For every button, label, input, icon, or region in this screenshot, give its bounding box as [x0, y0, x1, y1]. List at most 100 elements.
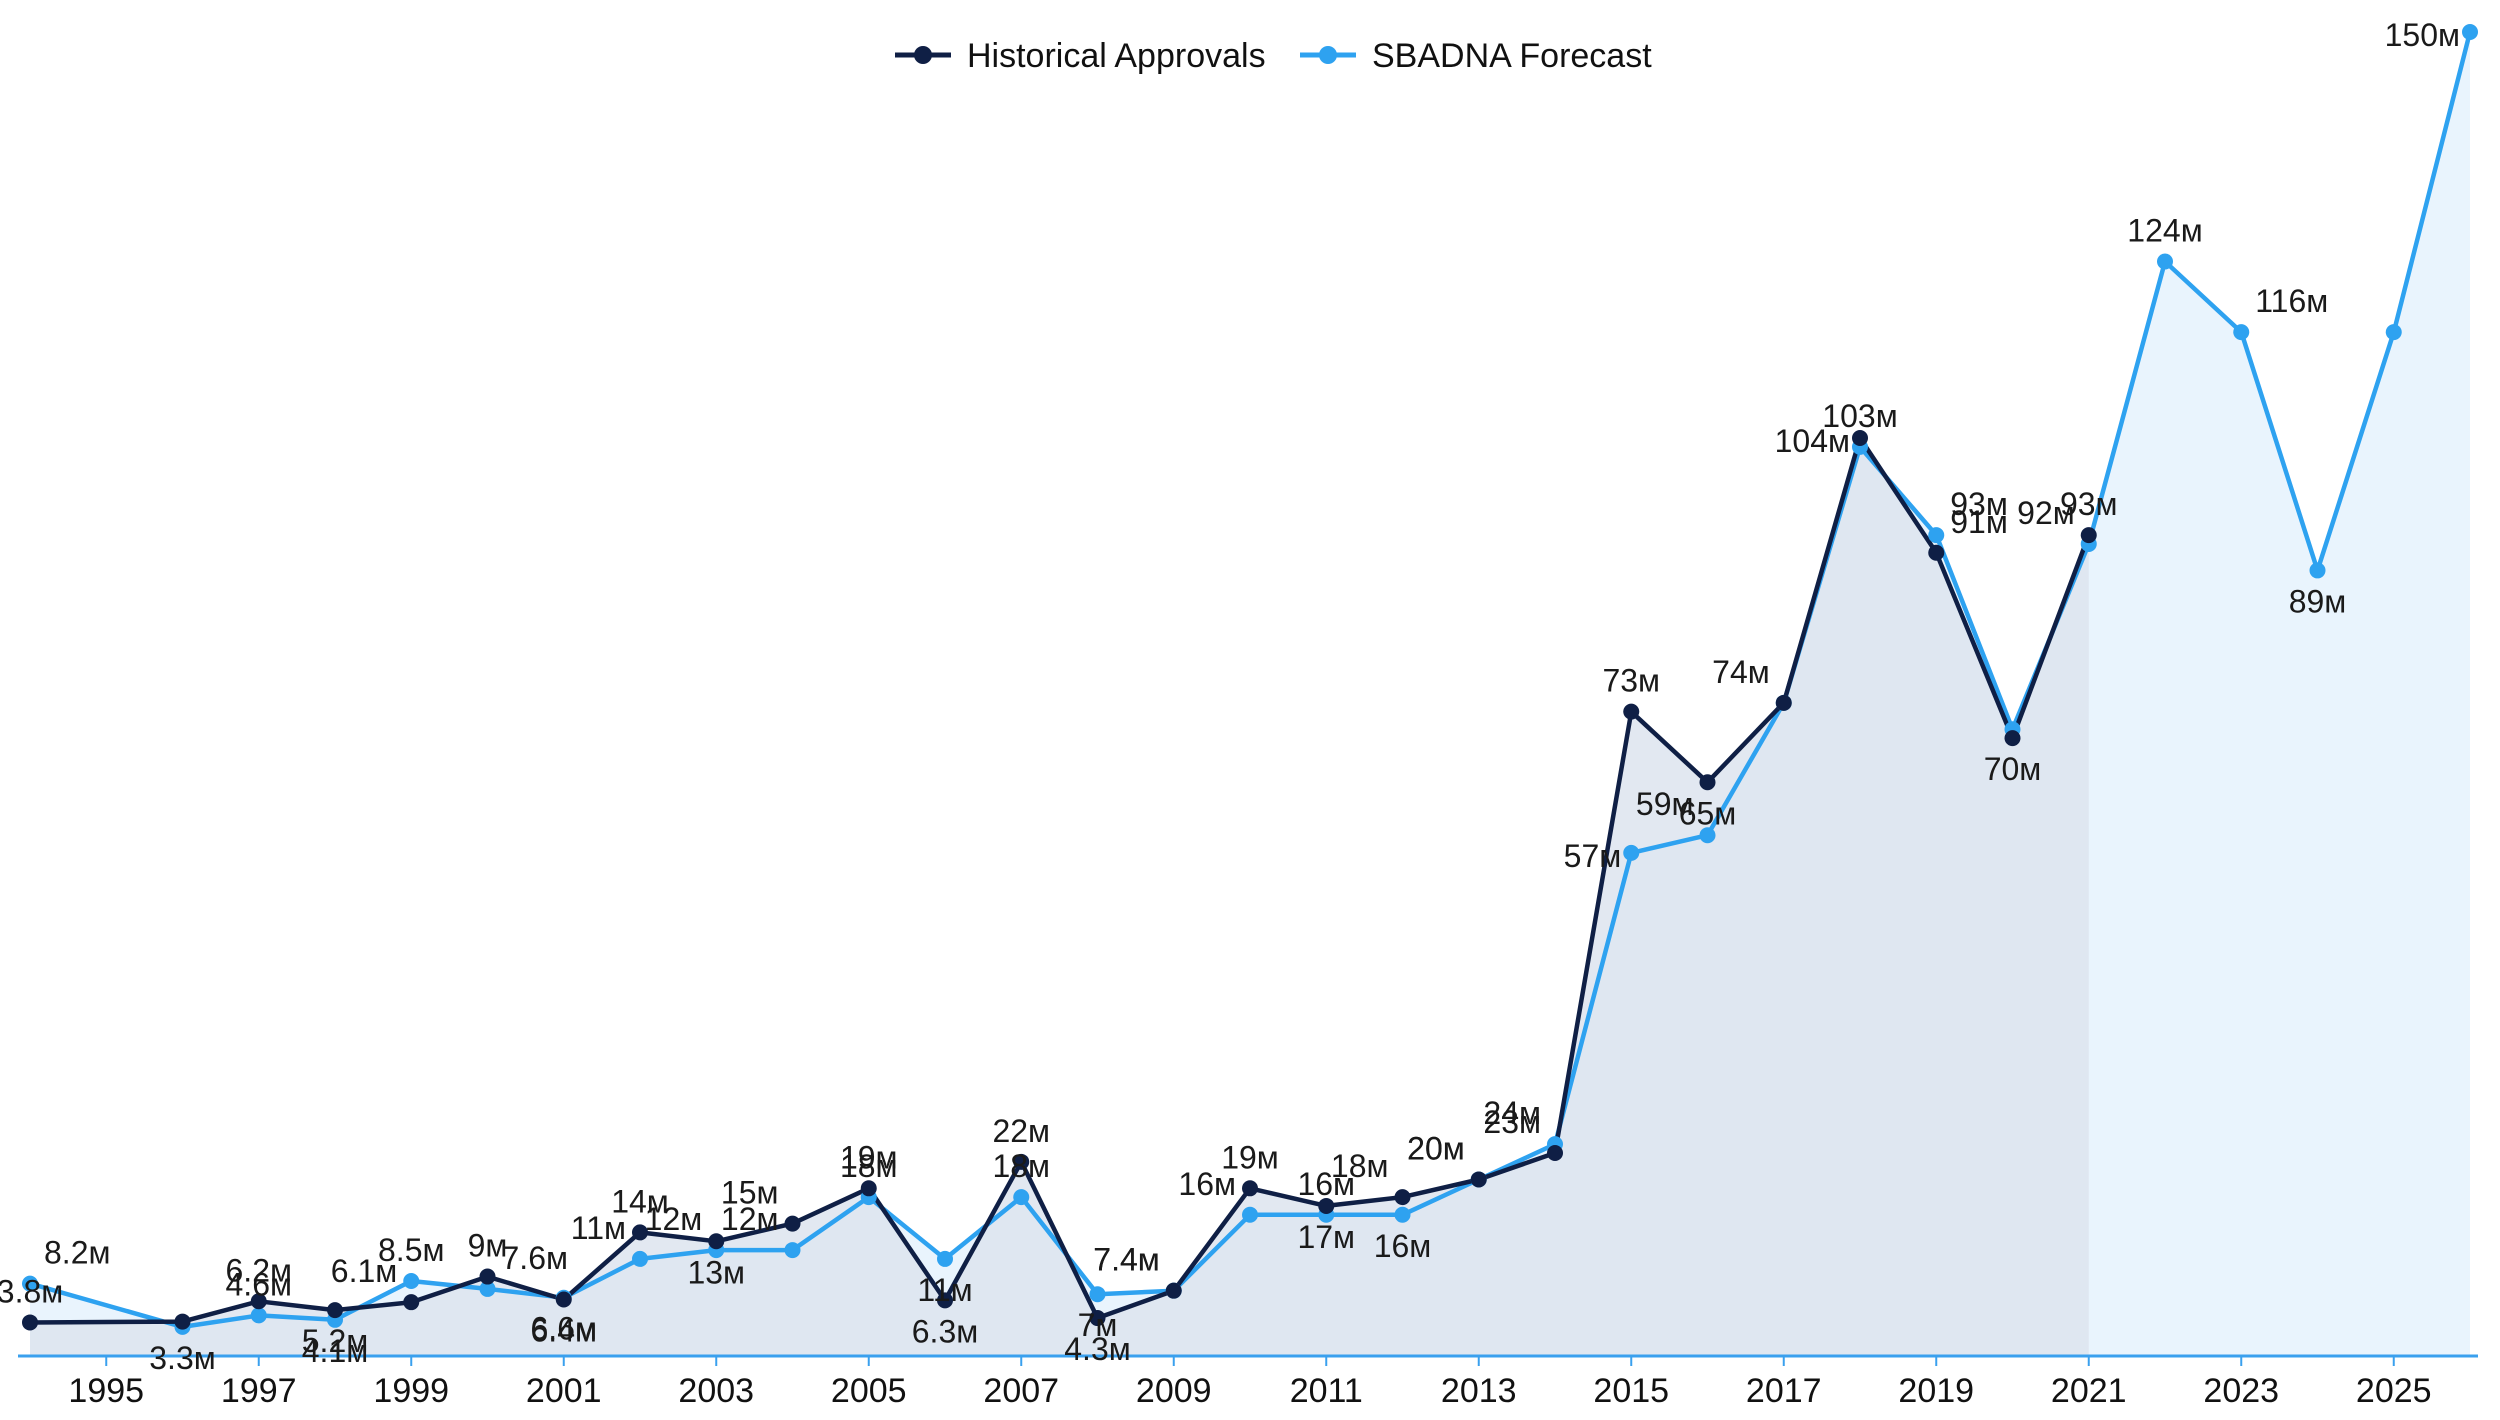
historical-data-label: 9м	[468, 1228, 508, 1264]
historical-data-label: 22м	[992, 1113, 1050, 1149]
historical-point[interactable]	[555, 1291, 572, 1308]
historical-data-label: 20м	[1407, 1130, 1465, 1166]
forecast-data-label: 124м	[2127, 212, 2202, 248]
historical-data-label: 6.1м	[331, 1253, 397, 1289]
forecast-data-label: 93м	[1950, 486, 2008, 522]
historical-point[interactable]	[860, 1180, 877, 1197]
forecast-point[interactable]	[479, 1280, 496, 1297]
historical-point[interactable]	[1089, 1310, 1106, 1327]
forecast-point[interactable]	[937, 1250, 953, 1267]
historical-point[interactable]	[479, 1268, 496, 1285]
forecast-point[interactable]	[1928, 527, 1945, 544]
x-tick-label: 2001	[526, 1372, 602, 1410]
forecast-data-label: 57м	[1564, 838, 1622, 874]
x-tick-label: 2017	[1746, 1372, 1822, 1410]
forecast-point[interactable]	[2157, 253, 2173, 270]
forecast-point[interactable]	[2233, 324, 2250, 341]
series-markers	[22, 24, 2478, 1335]
forecast-point[interactable]	[250, 1307, 267, 1324]
historical-data-label: 17м	[1297, 1219, 1355, 1255]
forecast-data-label: 7.6м	[502, 1240, 568, 1276]
x-tick-label: 2015	[1593, 1372, 1669, 1410]
historical-point[interactable]	[784, 1215, 801, 1232]
forecast-data-label: 12м	[721, 1201, 779, 1237]
historical-data-label: 5.2м	[302, 1323, 368, 1359]
historical-data-label: 73м	[1602, 663, 1660, 699]
x-tick-label: 2013	[1441, 1372, 1517, 1410]
historical-point[interactable]	[1699, 774, 1716, 791]
x-tick-label: 2007	[983, 1372, 1059, 1410]
historical-point[interactable]	[1623, 703, 1640, 720]
historical-point[interactable]	[1470, 1171, 1487, 1188]
forecast-data-label: 16м	[1374, 1228, 1432, 1264]
historical-data-label: 14м	[611, 1183, 669, 1219]
forecast-data-label: 4.6м	[226, 1266, 292, 1302]
forecast-point[interactable]	[1623, 844, 1640, 861]
x-tick-label: 2009	[1136, 1372, 1212, 1410]
forecast-point[interactable]	[2385, 324, 2402, 341]
historical-point[interactable]	[937, 1292, 953, 1309]
historical-point[interactable]	[250, 1293, 267, 1310]
forecast-data-label: 8.5м	[378, 1232, 444, 1268]
historical-point[interactable]	[1242, 1180, 1258, 1197]
historical-point[interactable]	[2080, 527, 2097, 544]
area-fills	[30, 32, 2470, 1356]
historical-data-label: 70м	[1984, 751, 2042, 787]
forecast-point[interactable]	[1699, 827, 1716, 844]
historical-data-label: 13м	[687, 1254, 745, 1290]
forecast-point[interactable]	[1242, 1206, 1258, 1223]
x-axis: 1995 1997 1999 2001 2003 2005 2007 2009 2011 2013…	[18, 1354, 2478, 1410]
legend-label: Historical Approvals	[967, 37, 1266, 75]
historical-point[interactable]	[403, 1294, 420, 1311]
forecast-point[interactable]	[784, 1242, 801, 1259]
historical-data-label: 19м	[840, 1139, 898, 1175]
historical-point[interactable]	[22, 1314, 38, 1331]
historical-point[interactable]	[1013, 1153, 1030, 1170]
forecast-point[interactable]	[2309, 562, 2326, 579]
forecast-data-label: 11м	[917, 1272, 972, 1308]
forecast-data-label: 12м	[645, 1201, 703, 1237]
x-tick-label: 2005	[831, 1372, 907, 1410]
historical-point[interactable]	[174, 1313, 191, 1330]
historical-point[interactable]	[2004, 730, 2021, 747]
forecast-data-label: 16м	[1178, 1166, 1236, 1202]
historical-point[interactable]	[632, 1224, 648, 1241]
forecast-data-label: 20м	[1407, 1130, 1465, 1166]
forecast-point[interactable]	[1013, 1189, 1030, 1206]
forecast-data-label: 3.3м	[149, 1340, 215, 1376]
historical-point[interactable]	[1394, 1189, 1411, 1206]
legend-swatch-marker	[1319, 46, 1337, 64]
legend-item-forecast[interactable]: SBADNA Forecast	[1300, 37, 1652, 75]
historical-point[interactable]	[327, 1302, 343, 1319]
x-tick-label: 1997	[221, 1372, 297, 1410]
legend-item-historical[interactable]: Historical Approvals	[895, 37, 1266, 75]
forecast-data-label: 4.1м	[302, 1333, 368, 1369]
forecast-point[interactable]	[1089, 1286, 1106, 1303]
forecast-data-label: 89м	[2289, 583, 2347, 619]
forecast-point[interactable]	[22, 1275, 38, 1292]
forecast-point[interactable]	[632, 1250, 648, 1267]
historical-data-label: 6.4м	[531, 1313, 597, 1349]
historical-data-label: 7.4м	[1093, 1242, 1159, 1278]
historical-point[interactable]	[1852, 430, 1868, 447]
historical-point[interactable]	[708, 1233, 725, 1250]
historical-data-label: 6.3м	[912, 1313, 978, 1349]
x-tick-label: 2019	[1898, 1372, 1974, 1410]
forecast-data-label: 7м	[1078, 1307, 1118, 1343]
legend[interactable]: Historical Approvals SBADNA Forecast	[895, 37, 1652, 75]
forecast-point[interactable]	[1394, 1206, 1411, 1223]
legend-label: SBADNA Forecast	[1372, 37, 1652, 75]
historical-point[interactable]	[1165, 1282, 1182, 1299]
forecast-point[interactable]	[403, 1272, 420, 1289]
historical-data-label: 18м	[1331, 1148, 1389, 1184]
historical-point[interactable]	[1547, 1144, 1563, 1161]
forecast-point[interactable]	[2462, 24, 2478, 40]
historical-data-label: 6.2м	[226, 1252, 292, 1288]
forecast-data-label: 24м	[1483, 1095, 1541, 1131]
historical-point[interactable]	[1775, 694, 1792, 711]
historical-data-label: 104м	[1775, 423, 1850, 459]
historical-point[interactable]	[1318, 1197, 1335, 1214]
forecast-data-label: 6.6м	[531, 1311, 597, 1347]
historical-point[interactable]	[1928, 544, 1945, 561]
